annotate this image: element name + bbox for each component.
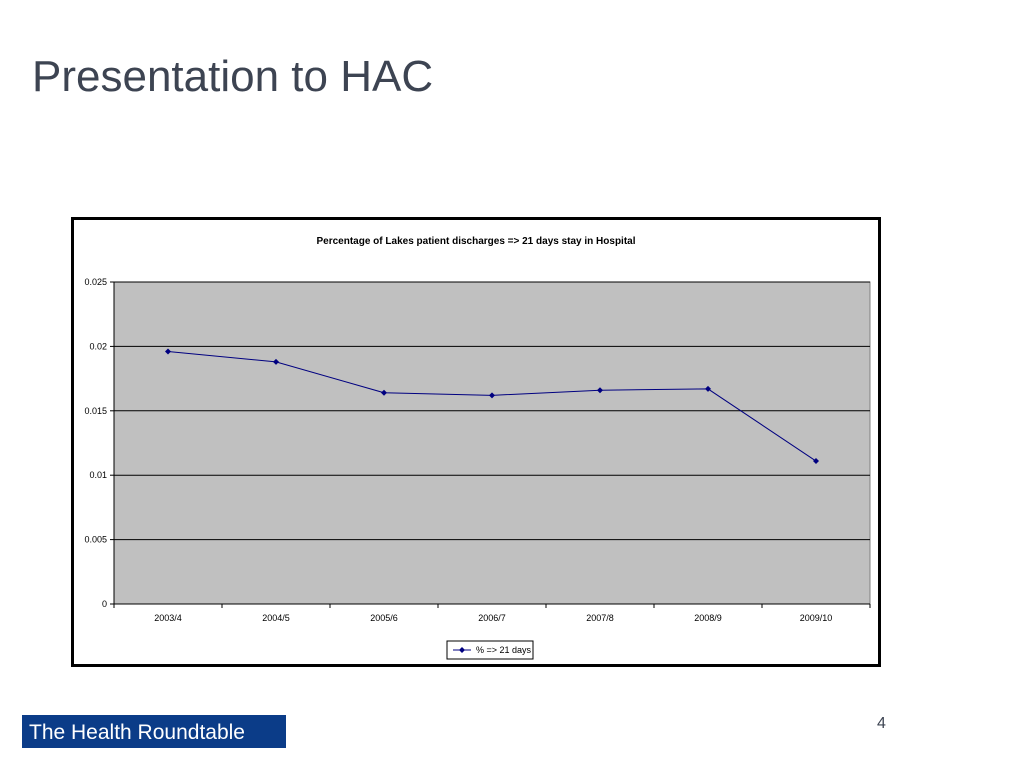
legend-label: % => 21 days [476, 645, 532, 655]
legend: % => 21 days [446, 640, 534, 660]
y-tick-label: 0 [102, 599, 107, 609]
series-group [165, 348, 819, 465]
slide-title: Presentation to HAC [32, 52, 434, 101]
gridlines [114, 281, 870, 541]
y-axis-ticks: 0 0.005 0.01 0.015 0.02 0.025 [84, 277, 114, 609]
x-tick-label: 2009/10 [800, 613, 833, 623]
x-tick-label: 2006/7 [478, 613, 506, 623]
data-point [273, 358, 279, 365]
line-chart: Percentage of Lakes patient discharges =… [84, 236, 871, 660]
x-axis-ticks: 2003/4 2004/5 2005/6 2006/7 2007/8 2008/9 2009… [113, 604, 871, 623]
x-tick-label: 2007/8 [586, 613, 614, 623]
plot-area [113, 281, 871, 605]
page-number: 4 [877, 715, 886, 732]
y-tick-label: 0.02 [89, 341, 107, 351]
y-tick-label: 0.015 [84, 406, 107, 416]
y-tick-label: 0.025 [84, 277, 107, 287]
legend-marker-swatch [459, 647, 465, 653]
x-tick-label: 2008/9 [694, 613, 722, 623]
y-tick-label: 0.005 [84, 535, 107, 545]
data-point [489, 392, 495, 399]
x-tick-label: 2005/6 [370, 613, 398, 623]
health-roundtable-logo: The Health Roundtable [22, 715, 286, 748]
data-point [381, 389, 387, 396]
chart-title: Percentage of Lakes patient discharges =… [316, 236, 635, 247]
data-point [705, 385, 711, 392]
data-point [165, 348, 171, 355]
chart-container: Percentage of Lakes patient discharges =… [71, 217, 881, 667]
legend-box [446, 640, 534, 660]
data-point [597, 387, 603, 394]
data-point [813, 458, 819, 465]
x-tick-label: 2004/5 [262, 613, 290, 623]
y-tick-label: 0.01 [89, 470, 107, 480]
x-tick-label: 2003/4 [154, 613, 182, 623]
